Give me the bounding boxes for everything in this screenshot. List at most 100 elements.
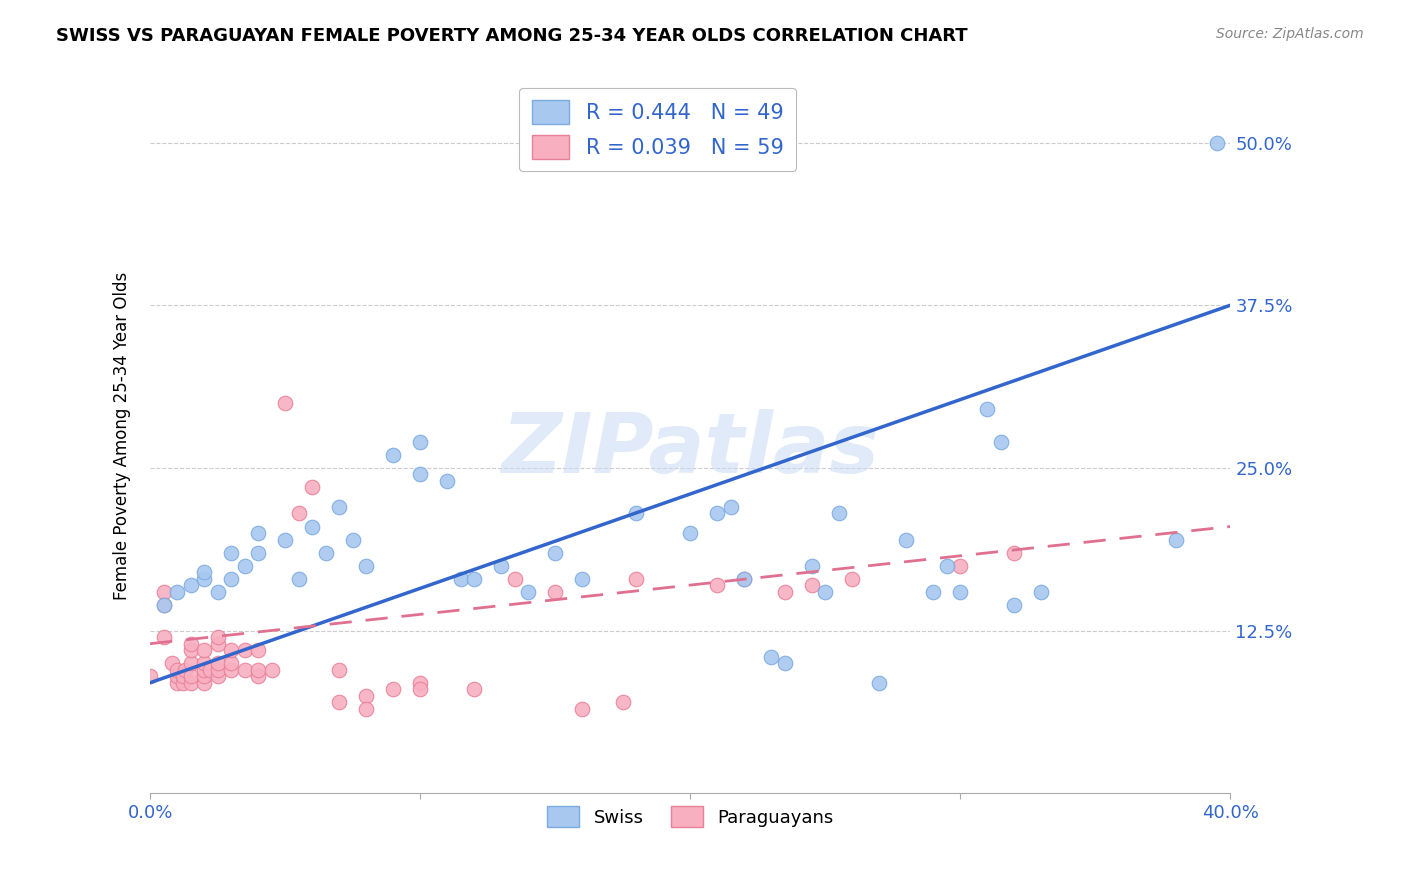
Point: [219, 643, 242, 657]
Point: [990, 434, 1012, 449]
Point: [152, 598, 174, 612]
Point: [260, 663, 283, 677]
Point: [409, 467, 432, 482]
Point: [193, 669, 215, 683]
Point: [626, 507, 648, 521]
Point: [409, 434, 432, 449]
Point: [160, 656, 183, 670]
Point: [409, 675, 432, 690]
Point: [773, 584, 796, 599]
Point: [841, 572, 863, 586]
Point: [733, 572, 755, 586]
Point: [219, 545, 242, 559]
Point: [301, 519, 323, 533]
Point: [1002, 598, 1025, 612]
Point: [868, 675, 890, 690]
Text: ZIPatlas: ZIPatlas: [502, 409, 879, 491]
Point: [612, 695, 634, 709]
Point: [152, 630, 174, 644]
Point: [571, 572, 593, 586]
Point: [180, 669, 202, 683]
Point: [773, 656, 796, 670]
Point: [315, 545, 337, 559]
Point: [207, 656, 229, 670]
Point: [328, 663, 350, 677]
Point: [976, 402, 998, 417]
Point: [193, 663, 215, 677]
Point: [166, 669, 188, 683]
Point: [706, 507, 728, 521]
Point: [247, 526, 270, 541]
Text: SWISS VS PARAGUAYAN FEMALE POVERTY AMONG 25-34 YEAR OLDS CORRELATION CHART: SWISS VS PARAGUAYAN FEMALE POVERTY AMONG…: [56, 27, 967, 45]
Point: [207, 630, 229, 644]
Point: [207, 637, 229, 651]
Point: [287, 507, 309, 521]
Point: [193, 675, 215, 690]
Point: [896, 533, 918, 547]
Text: Source: ZipAtlas.com: Source: ZipAtlas.com: [1216, 27, 1364, 41]
Point: [247, 545, 270, 559]
Point: [180, 675, 202, 690]
Legend: Swiss, Paraguayans: Swiss, Paraguayans: [540, 799, 841, 834]
Point: [463, 572, 485, 586]
Point: [544, 584, 567, 599]
Point: [544, 545, 567, 559]
Point: [166, 675, 188, 690]
Point: [193, 572, 215, 586]
Point: [172, 669, 194, 683]
Point: [463, 682, 485, 697]
Point: [180, 656, 202, 670]
Point: [571, 702, 593, 716]
Point: [354, 689, 377, 703]
Point: [1166, 533, 1188, 547]
Point: [166, 663, 188, 677]
Point: [301, 480, 323, 494]
Point: [219, 656, 242, 670]
Point: [328, 500, 350, 514]
Point: [328, 695, 350, 709]
Point: [233, 558, 256, 573]
Y-axis label: Female Poverty Among 25-34 Year Olds: Female Poverty Among 25-34 Year Olds: [114, 271, 131, 599]
Point: [287, 572, 309, 586]
Point: [935, 558, 957, 573]
Point: [489, 558, 512, 573]
Point: [233, 663, 256, 677]
Point: [409, 682, 432, 697]
Point: [193, 643, 215, 657]
Point: [139, 669, 162, 683]
Point: [354, 558, 377, 573]
Point: [174, 663, 197, 677]
Point: [247, 643, 270, 657]
Point: [207, 669, 229, 683]
Point: [152, 584, 174, 599]
Point: [828, 507, 851, 521]
Point: [626, 572, 648, 586]
Point: [1002, 545, 1025, 559]
Point: [1031, 584, 1053, 599]
Point: [219, 572, 242, 586]
Point: [193, 565, 215, 579]
Point: [219, 663, 242, 677]
Point: [800, 558, 823, 573]
Point: [922, 584, 945, 599]
Point: [207, 584, 229, 599]
Point: [274, 533, 297, 547]
Point: [761, 649, 783, 664]
Point: [172, 675, 194, 690]
Point: [180, 578, 202, 592]
Point: [382, 448, 405, 462]
Point: [450, 572, 472, 586]
Point: [198, 663, 221, 677]
Point: [949, 584, 972, 599]
Point: [193, 656, 215, 670]
Point: [517, 584, 540, 599]
Point: [503, 572, 526, 586]
Point: [382, 682, 405, 697]
Point: [247, 669, 270, 683]
Point: [247, 663, 270, 677]
Point: [180, 637, 202, 651]
Point: [733, 572, 755, 586]
Point: [354, 702, 377, 716]
Point: [800, 578, 823, 592]
Point: [949, 558, 972, 573]
